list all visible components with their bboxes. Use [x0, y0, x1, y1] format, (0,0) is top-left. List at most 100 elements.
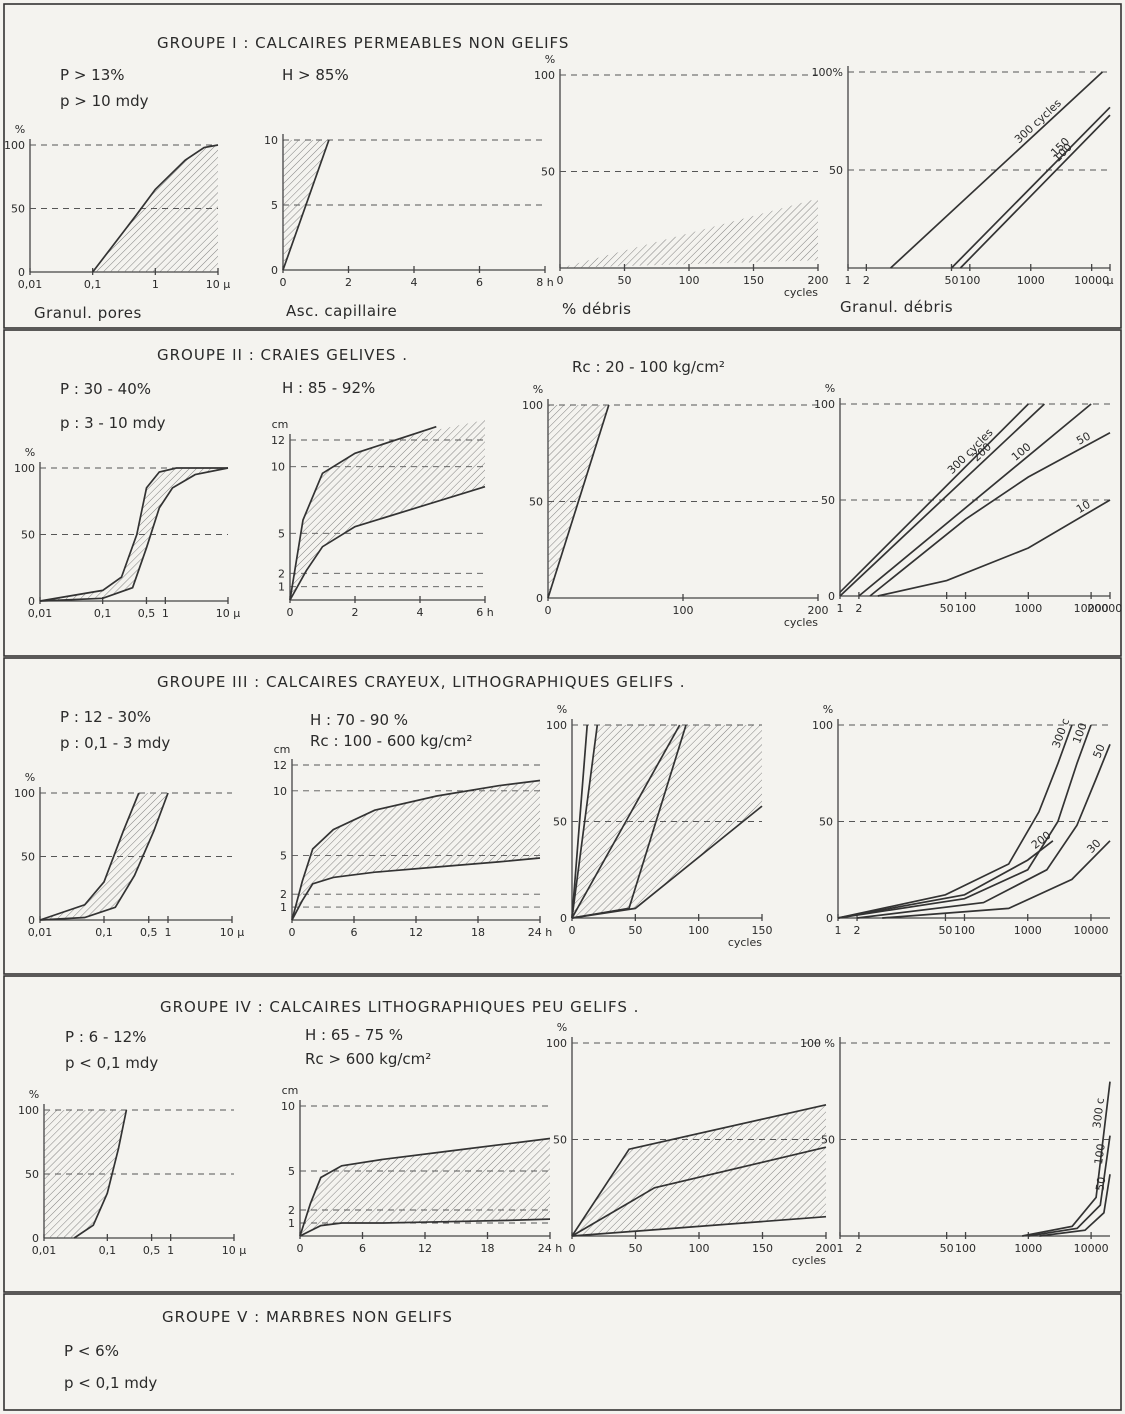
- x-tick-label: 100: [959, 274, 980, 287]
- group-3-porosity: P : 12 - 30%: [60, 708, 151, 726]
- group-2-pore-size: p : 3 - 10 mdy: [60, 414, 166, 432]
- x-tick-label: 0,5: [138, 607, 156, 620]
- series-curve: [1039, 1174, 1111, 1237]
- x-tick-label: 50: [618, 274, 632, 287]
- x-tick-label: 150: [752, 1242, 773, 1255]
- x-tick-label: 100: [679, 274, 700, 287]
- x-tick-label: 18: [471, 926, 485, 939]
- hatched-band: [40, 468, 228, 601]
- x-tick-label: 18: [481, 1242, 495, 1255]
- series-curve: [890, 71, 1103, 269]
- series-curve: [1022, 1081, 1111, 1237]
- y-axis-label: cm: [282, 1084, 299, 1097]
- x-tick-label: 50: [940, 602, 954, 615]
- x-unit-label: cycles: [784, 286, 818, 299]
- y-tick-label: 10: [264, 134, 278, 147]
- group-2-resistance: Rc : 20 - 100 kg/cm²: [572, 358, 725, 376]
- y-tick-label: 50: [11, 203, 25, 216]
- curve-label: 30: [1084, 837, 1103, 856]
- x-tick-label: 1: [152, 278, 159, 291]
- x-tick-label: 10000: [1074, 1242, 1109, 1255]
- y-axis-label: %: [545, 53, 555, 66]
- x-tick-label: 10 µ: [220, 926, 245, 939]
- x-tick-label: 12: [409, 926, 423, 939]
- group-2-saturation: H : 85 - 92%: [282, 379, 375, 397]
- group-2-porosity: P : 30 - 40%: [60, 380, 151, 398]
- x-tick-label: 100: [954, 924, 975, 937]
- x-tick-label: 2: [855, 602, 862, 615]
- y-tick-label: 100: [534, 69, 555, 82]
- x-tick-label: 6 h: [476, 606, 493, 619]
- x-tick-label: 6: [359, 1242, 366, 1255]
- y-tick-label: 50: [819, 816, 833, 829]
- panel-g3p1: 0 50 100 0,01 0,1 0,5 1 10 µ%: [14, 771, 244, 939]
- y-tick-label: 100: [4, 139, 25, 152]
- hatched-band: [44, 1110, 127, 1238]
- curve-label: 50: [1074, 430, 1092, 448]
- x-tick-label: 0,1: [94, 607, 112, 620]
- y-tick-label: 50: [21, 851, 35, 864]
- y-tick-label: 100%: [812, 66, 843, 79]
- panel-g3p2: 12 5 10 12 0 6 12 18 24 h cm: [273, 743, 552, 939]
- group-4-frame: [3, 975, 1122, 1293]
- x-tick-label: 6: [476, 276, 483, 289]
- x-tick-label: 0: [557, 274, 564, 287]
- series-curve: [837, 724, 1073, 919]
- y-tick-label: 100: [546, 1037, 567, 1050]
- group-3-pore-size: p : 0,1 - 3 mdy: [60, 734, 170, 752]
- y-tick-label: 0: [28, 914, 35, 927]
- x-tick-label: 20000 µ: [1087, 602, 1125, 615]
- x-tick-label: 1: [837, 602, 844, 615]
- group-4-pore-size: p < 0,1 mdy: [65, 1054, 158, 1072]
- x-tick-label: 1: [837, 1242, 844, 1255]
- x-tick-label: 50: [628, 924, 642, 937]
- y-tick-label: 50: [21, 529, 35, 542]
- x-unit-label: cycles: [728, 936, 762, 949]
- curve-label: 10: [1074, 498, 1093, 516]
- y-tick-label: 0: [828, 590, 835, 603]
- curve-label: 300 cycles: [1012, 97, 1064, 147]
- x-tick-label: 150: [743, 274, 764, 287]
- y-tick-label: 50: [553, 1134, 567, 1147]
- x-tick-label: 1: [167, 1244, 174, 1257]
- panel-g4p1: 0 50 100 0,01 0,1 0,5 1 10 µ%: [18, 1088, 246, 1257]
- x-tick-label: 10 µ: [206, 278, 231, 291]
- series-curve: [571, 724, 589, 919]
- y-tick-label: 100: [814, 398, 835, 411]
- curve-label: 50: [1091, 742, 1108, 760]
- panel-g2p1: 0 50 100 0,01 0,1 0,5 1 10 µ%: [14, 446, 240, 620]
- x-tick-label: 50: [938, 924, 952, 937]
- y-tick-label: 10: [271, 461, 285, 474]
- y-axis-label: %: [25, 446, 35, 459]
- y-tick-label: 5: [288, 1165, 295, 1178]
- y-axis-label: %: [825, 382, 835, 395]
- x-tick-label: 50: [629, 1242, 643, 1255]
- y-axis-label: %: [557, 1021, 567, 1034]
- group-3-frame: [3, 657, 1122, 975]
- group-5-porosity: P < 6%: [64, 1342, 119, 1360]
- x-tick-label: 0,5: [140, 926, 158, 939]
- series-curve: [869, 432, 1111, 597]
- x-tick-label: 0,01: [32, 1244, 57, 1257]
- y-tick-label: 50: [553, 816, 567, 829]
- group-5-title: GROUPE V : MARBRES NON GELIFS: [162, 1308, 453, 1326]
- series-curve: [299, 1218, 551, 1237]
- x-tick-label: 100: [673, 604, 694, 617]
- panel-g4p2: 12 5 10 0 6 12 18 24 h cm: [281, 1084, 562, 1255]
- x-tick-label: 4: [417, 606, 424, 619]
- y-tick-label: 0: [560, 912, 567, 925]
- y-tick-label: 2: [288, 1204, 295, 1217]
- label-pct-debris: % débris: [562, 300, 631, 318]
- x-tick-label: 50: [944, 274, 958, 287]
- x-tick-label: 0: [287, 606, 294, 619]
- hatched-band: [92, 145, 218, 272]
- x-tick-label: 2: [854, 924, 861, 937]
- y-tick-label: 50: [829, 164, 843, 177]
- y-tick-label: 100 %: [800, 1037, 835, 1050]
- series-curve: [291, 779, 541, 921]
- y-tick-label: 0: [826, 912, 833, 925]
